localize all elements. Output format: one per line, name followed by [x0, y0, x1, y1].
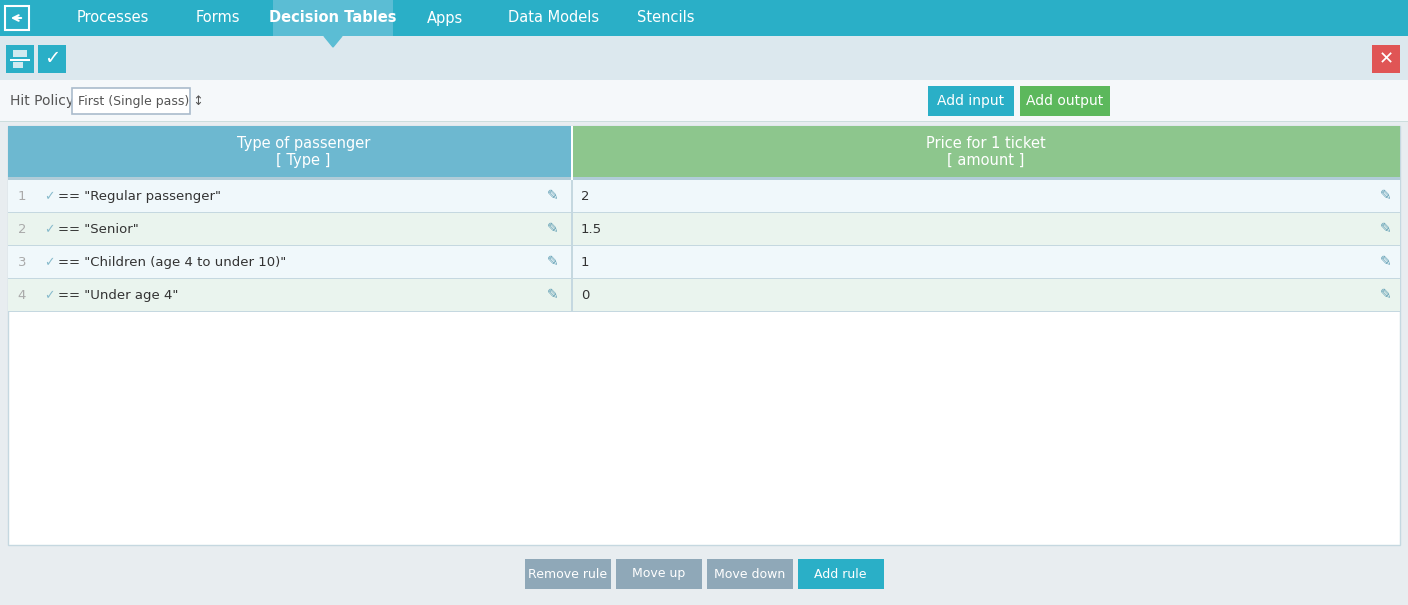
Text: Move down: Move down — [714, 567, 786, 581]
Bar — [1371, 45, 1400, 73]
Text: ✎: ✎ — [1380, 289, 1393, 302]
Bar — [8, 126, 37, 178]
Bar — [10, 61, 30, 69]
Bar — [1019, 86, 1110, 116]
Bar — [8, 245, 1400, 246]
Bar — [6, 45, 34, 73]
Bar — [0, 0, 1408, 36]
Text: Data Models: Data Models — [508, 10, 600, 25]
Text: ✎: ✎ — [1380, 255, 1393, 269]
Text: Forms: Forms — [196, 10, 241, 25]
Bar — [615, 559, 701, 589]
Bar — [72, 88, 190, 114]
Text: 2: 2 — [18, 223, 27, 236]
Text: Decision Tables: Decision Tables — [269, 10, 397, 25]
Text: Price for 1 ticket
[ amount ]: Price for 1 ticket [ amount ] — [925, 136, 1045, 168]
Bar — [6, 6, 30, 30]
Text: ✎: ✎ — [1380, 223, 1393, 237]
Bar — [37, 126, 572, 178]
Text: 1.5: 1.5 — [582, 223, 603, 236]
Bar — [8, 126, 1400, 545]
Text: Remove rule: Remove rule — [528, 567, 607, 581]
Bar — [273, 0, 393, 36]
Text: ✕: ✕ — [1378, 50, 1394, 68]
Text: ✓: ✓ — [44, 223, 55, 236]
Bar — [0, 80, 1408, 122]
Bar — [572, 126, 573, 178]
Text: 1: 1 — [18, 190, 27, 203]
Bar — [8, 212, 1400, 213]
Bar — [8, 279, 1400, 312]
Text: Add rule: Add rule — [814, 567, 867, 581]
Text: == "Under age 4": == "Under age 4" — [58, 289, 179, 302]
Text: ✎: ✎ — [548, 223, 559, 237]
Bar — [8, 246, 1400, 279]
Bar — [8, 213, 1400, 246]
Text: Add input: Add input — [938, 94, 1004, 108]
Bar — [572, 279, 573, 312]
Text: Hit Policy:: Hit Policy: — [10, 94, 77, 108]
Text: 4: 4 — [18, 289, 27, 302]
Bar — [13, 50, 27, 57]
Bar — [8, 278, 1400, 279]
Text: Processes: Processes — [77, 10, 149, 25]
Bar — [13, 62, 23, 68]
Text: ✎: ✎ — [1380, 189, 1393, 203]
Bar — [572, 126, 573, 180]
Text: == "Regular passenger": == "Regular passenger" — [58, 190, 221, 203]
Bar — [10, 49, 30, 59]
Bar — [707, 559, 793, 589]
Bar — [572, 126, 1400, 178]
Text: ✓: ✓ — [44, 289, 55, 302]
Text: == "Children (age 4 to under 10)": == "Children (age 4 to under 10)" — [58, 256, 286, 269]
Text: ✎: ✎ — [548, 189, 559, 203]
Text: ✎: ✎ — [548, 255, 559, 269]
Bar — [8, 311, 1400, 312]
Bar — [928, 86, 1014, 116]
Bar — [8, 180, 1400, 213]
Text: ✓: ✓ — [44, 190, 55, 203]
Text: 3: 3 — [18, 256, 27, 269]
Bar — [572, 180, 573, 213]
Bar — [525, 559, 611, 589]
Bar — [797, 559, 883, 589]
Text: ✓: ✓ — [44, 50, 61, 68]
Text: First (Single pass) ↕: First (Single pass) ↕ — [77, 94, 204, 108]
Bar — [572, 246, 573, 279]
Polygon shape — [324, 36, 342, 47]
Text: 2: 2 — [582, 190, 590, 203]
Text: Apps: Apps — [427, 10, 463, 25]
Bar — [0, 36, 1408, 80]
Text: 1: 1 — [582, 256, 590, 269]
Text: 0: 0 — [582, 289, 590, 302]
Text: Type of passenger
[ Type ]: Type of passenger [ Type ] — [237, 136, 370, 168]
Text: Add output: Add output — [1026, 94, 1104, 108]
Text: Move up: Move up — [632, 567, 686, 581]
Bar — [572, 213, 573, 246]
Bar — [38, 45, 66, 73]
Bar — [8, 177, 1400, 180]
Text: ✎: ✎ — [548, 289, 559, 302]
Bar — [0, 121, 1408, 122]
Bar — [10, 49, 30, 69]
Text: Stencils: Stencils — [638, 10, 694, 25]
Text: ✓: ✓ — [44, 256, 55, 269]
Text: == "Senior": == "Senior" — [58, 223, 139, 236]
